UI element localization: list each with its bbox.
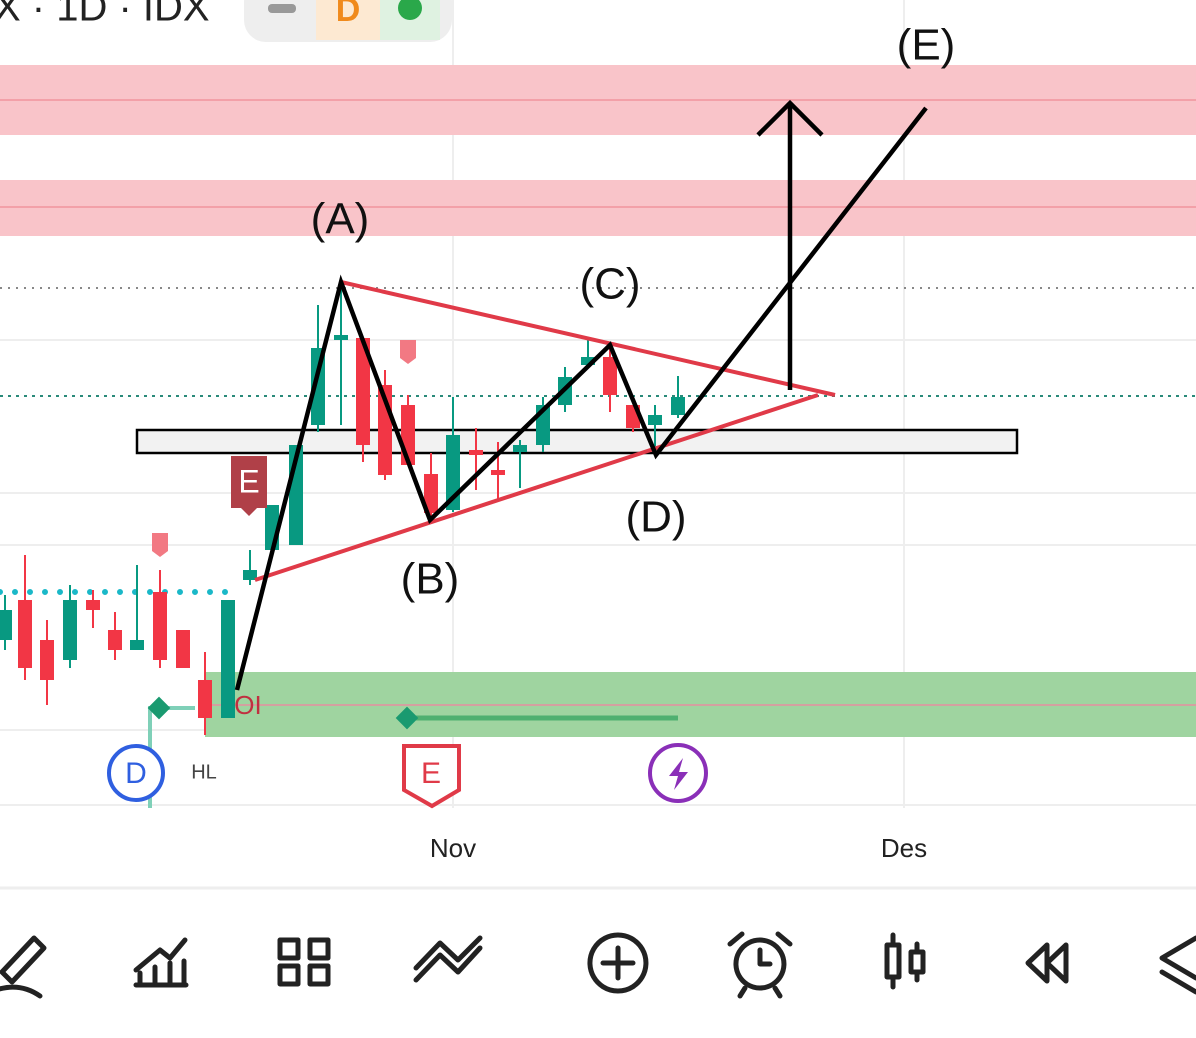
wave-label: (C): [579, 260, 640, 309]
wave-label: (D): [625, 493, 686, 542]
badge-bg: [316, 0, 380, 40]
replay-tool[interactable]: [1025, 942, 1069, 984]
pin[interactable]: [152, 533, 168, 557]
minus-icon: [268, 4, 296, 13]
oi-label: OI: [234, 690, 261, 720]
alert-tool[interactable]: [727, 931, 793, 999]
draw-tool[interactable]: [0, 935, 47, 999]
diamond[interactable]: [395, 706, 419, 730]
arrow-drawing[interactable]: [756, 99, 824, 390]
triangle-drawing[interactable]: [254, 280, 836, 582]
box-drawing[interactable]: [135, 428, 1019, 455]
compare-tool[interactable]: [413, 935, 483, 983]
earnings-flag-text: E: [238, 463, 259, 499]
x-axis-label: Des: [881, 833, 927, 863]
bolt: [669, 758, 688, 790]
add-tool[interactable]: [587, 932, 649, 994]
moon-icon: [398, 0, 422, 20]
x-axis-label: Nov: [430, 833, 476, 863]
wave-label: (A): [311, 195, 370, 244]
indicator-tool[interactable]: [133, 937, 189, 988]
earnings-flag[interactable]: [231, 456, 267, 516]
dividend-icon[interactable]: [107, 744, 165, 802]
candles: [0, 290, 685, 735]
hl-label: HL: [191, 761, 217, 783]
pin[interactable]: [400, 340, 416, 364]
earnings-icon[interactable]: [402, 744, 461, 809]
layers-tool[interactable]: [1159, 935, 1196, 995]
wave-path[interactable]: [234, 106, 928, 691]
wave-label: (B): [401, 555, 460, 604]
earnings-text: E: [421, 757, 441, 790]
wave-label: (E): [897, 21, 956, 70]
layout-tool[interactable]: [277, 937, 331, 987]
symbol-title: X · 1D · IDX: [0, 0, 210, 30]
badge-d: D: [336, 0, 361, 29]
chart-type-tool[interactable]: [884, 932, 926, 990]
dividend-text: D: [125, 757, 147, 790]
toolbar: [0, 931, 1196, 999]
